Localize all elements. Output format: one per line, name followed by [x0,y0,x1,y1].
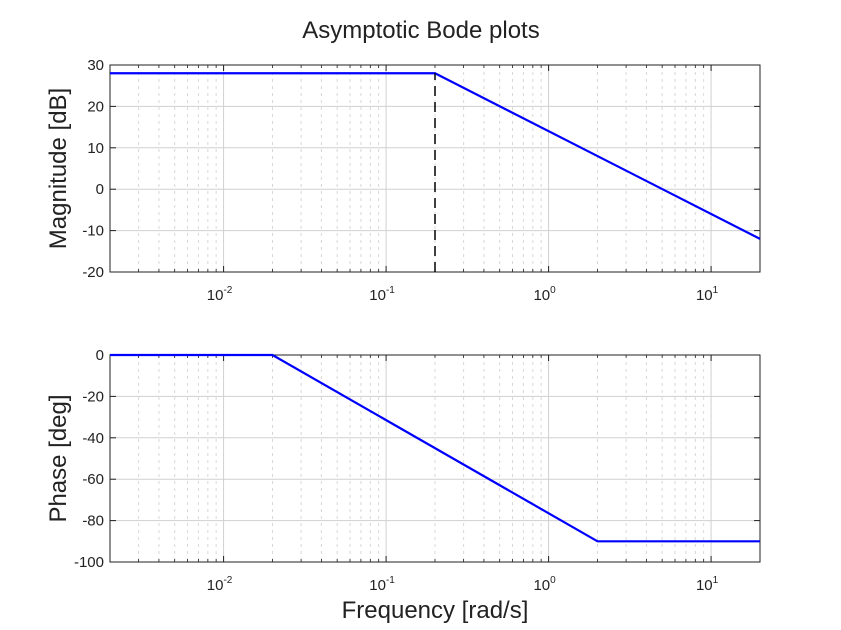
y-tick-label: -20 [82,388,104,405]
y-axis-label: Magnitude [dB] [45,88,72,249]
x-tick-label: 101 [696,285,719,304]
x-tick-label: 100 [533,285,556,304]
y-axis-label: Phase [deg] [45,394,72,522]
y-tick-label: 10 [87,140,104,157]
y-tick-label: -20 [82,264,104,281]
y-tick-label: 30 [87,57,104,74]
x-axis-label: Frequency [rad/s] [342,597,529,624]
y-tick-label: -10 [82,223,104,240]
x-tick-label: 10-2 [207,575,233,594]
x-tick-label: 10-1 [369,575,395,594]
x-tick-label: 100 [533,575,556,594]
axes-frame [109,354,761,563]
y-tick-label: 0 [96,347,104,364]
chart-title: Asymptotic Bode plots [302,17,539,44]
phase-asymptote-line [110,353,760,543]
x-tick-label: 10-1 [369,285,395,304]
y-tick-label: -100 [74,554,104,571]
y-tick-label: -80 [82,513,104,530]
y-tick-label: -60 [82,471,104,488]
y-tick-label: -40 [82,430,104,447]
y-tick-label: 0 [96,181,104,198]
y-tick-label: 20 [87,98,104,115]
x-tick-label: 10-2 [207,285,233,304]
axes-2: 10-2 10-1 100 101 0 -20 -40 -60 -80 -100 Phase [de… [45,347,761,624]
x-tick-label: 101 [696,575,719,594]
